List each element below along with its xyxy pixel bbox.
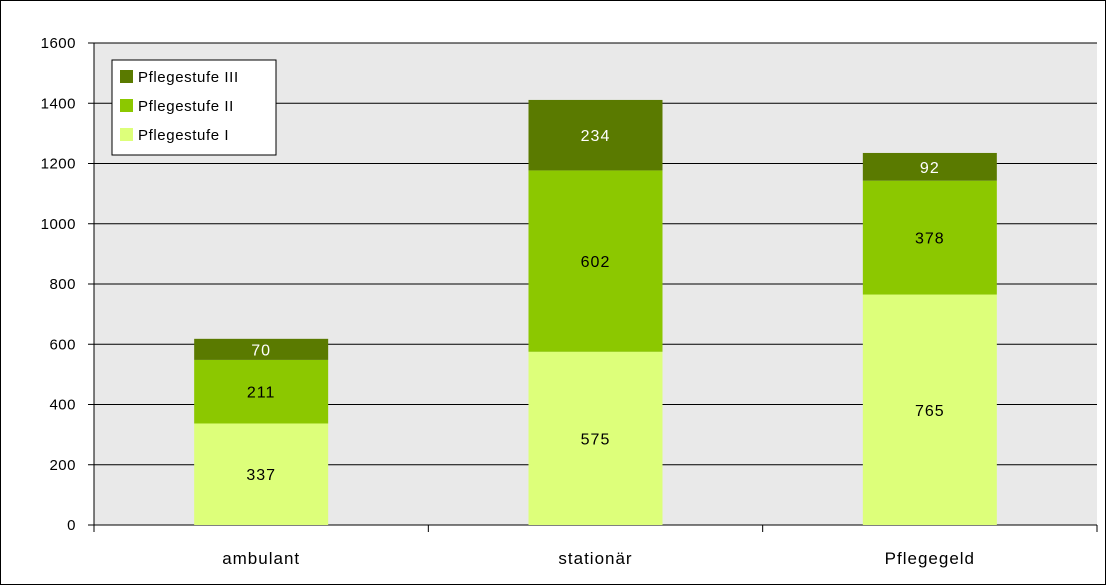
data-label: 765 <box>915 403 945 420</box>
bars: 337 211 70 575 602 234 765 378 92 <box>194 99 997 525</box>
data-label: 211 <box>247 385 276 402</box>
bar-segment <box>528 170 663 352</box>
y-tick-label: 1400 <box>41 95 76 112</box>
x-category-label: Pflegegeld <box>885 549 975 568</box>
bar-segment <box>528 99 663 171</box>
data-label: 378 <box>915 231 945 248</box>
legend-swatch <box>120 128 133 141</box>
legend-swatch <box>120 70 133 83</box>
legend-label: Pflegestufe I <box>138 127 229 144</box>
bar-segment <box>194 423 329 525</box>
x-category-label: ambulant <box>222 549 300 568</box>
y-tick-label: 1000 <box>41 216 76 233</box>
y-tick-label: 800 <box>49 276 76 293</box>
bar-segment <box>194 338 329 360</box>
y-tick-label: 200 <box>49 457 76 474</box>
legend: Pflegestufe III Pflegestufe II Pflegestufe… <box>111 59 277 156</box>
data-label: 575 <box>581 431 611 448</box>
y-tick-label: 400 <box>49 397 76 414</box>
y-tick-label: 1600 <box>41 35 76 52</box>
data-label: 92 <box>920 160 940 177</box>
y-tick-label: 1200 <box>41 156 76 173</box>
data-label: 234 <box>581 128 611 145</box>
bar-segment <box>528 351 663 525</box>
legend-label: Pflegestufe II <box>138 98 234 115</box>
bar-segment <box>862 180 997 295</box>
y-tick-label: 0 <box>67 517 76 534</box>
data-label: 602 <box>581 254 611 271</box>
data-label: 337 <box>246 467 276 484</box>
legend-box <box>111 59 277 156</box>
legend-swatch <box>120 99 133 112</box>
y-tick-label: 600 <box>49 336 76 353</box>
data-label: 70 <box>251 342 271 359</box>
legend-label: Pflegestufe III <box>138 69 239 86</box>
x-category-label: stationär <box>558 549 632 568</box>
bar-segment <box>194 359 329 424</box>
bar-segment <box>862 294 997 525</box>
bar-segment <box>862 152 997 181</box>
axes: 0 200 400 600 800 1000 1200 1400 1600 ambulant sta… <box>41 35 1098 568</box>
